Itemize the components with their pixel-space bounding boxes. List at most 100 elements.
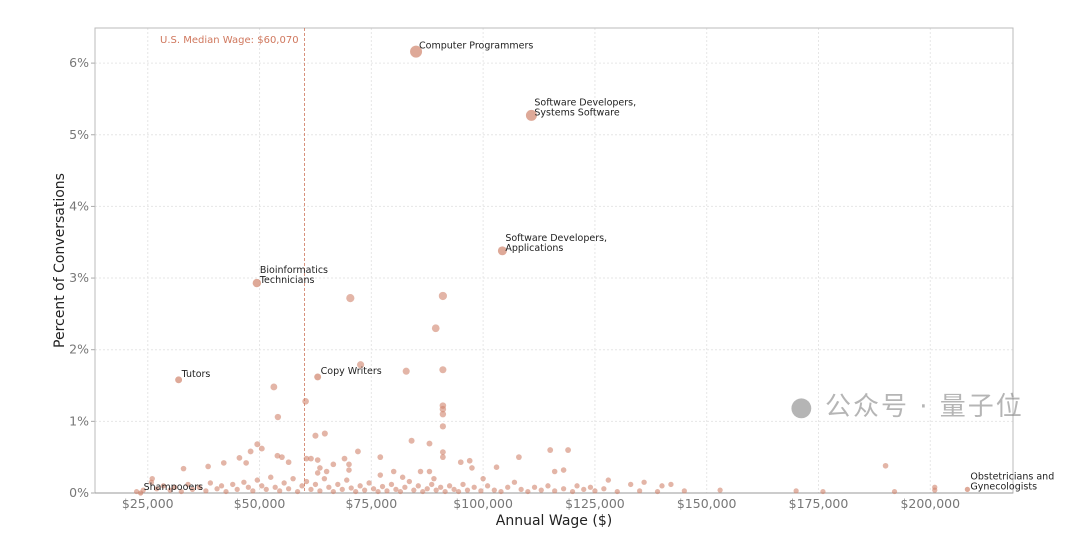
- data-point: [574, 483, 580, 489]
- data-point: [439, 405, 447, 413]
- data-point: [637, 488, 643, 494]
- data-point: [717, 487, 723, 493]
- data-point: [366, 480, 372, 486]
- data-point: [415, 483, 421, 489]
- data-point: [491, 487, 497, 493]
- data-point: [439, 449, 446, 456]
- watermark: ● 公众号 · 量子位: [790, 392, 1024, 422]
- data-point: [341, 455, 348, 462]
- data-point: [891, 488, 898, 495]
- data-point: [321, 430, 328, 437]
- data-point: [457, 459, 464, 466]
- x-tick-label: $50,000: [234, 496, 286, 511]
- data-point: [154, 486, 160, 492]
- data-point: [431, 324, 440, 333]
- x-axis-title: Annual Wage ($): [496, 513, 612, 529]
- data-point: [399, 474, 406, 480]
- data-point: [402, 484, 408, 490]
- y-tick-label: 0%: [69, 485, 89, 500]
- data-point: [402, 367, 410, 375]
- data-point: [420, 488, 426, 495]
- labeled-data-point: [525, 109, 537, 121]
- data-point: [793, 488, 799, 494]
- data-point: [314, 457, 321, 463]
- labeled-data-point: [964, 486, 971, 493]
- data-point: [439, 410, 447, 418]
- data-point: [377, 472, 384, 478]
- labeled-data-point: [314, 373, 322, 381]
- data-point: [160, 483, 167, 489]
- data-point: [323, 468, 330, 475]
- point-label: Computer Programmers: [419, 41, 533, 52]
- data-point: [259, 483, 265, 489]
- data-point: [411, 487, 417, 493]
- data-point: [552, 488, 558, 494]
- data-point: [518, 486, 524, 493]
- data-point: [348, 485, 354, 491]
- data-point: [478, 488, 484, 494]
- median-wage-label: U.S. Median Wage: $60,070: [160, 35, 299, 46]
- point-label: Technicians: [259, 275, 315, 286]
- data-point: [254, 477, 261, 483]
- x-tick-label: $175,000: [789, 496, 849, 511]
- point-label: Software Developers,: [534, 97, 636, 108]
- data-point: [538, 487, 544, 493]
- data-point: [379, 483, 386, 490]
- point-label: Obstetricians and: [970, 471, 1054, 482]
- data-point: [424, 486, 430, 492]
- data-point: [426, 440, 433, 447]
- labeled-data-point: [175, 376, 183, 384]
- data-point: [384, 488, 390, 494]
- data-point: [471, 484, 477, 490]
- data-point: [344, 477, 350, 483]
- data-point: [820, 488, 826, 495]
- data-point: [285, 459, 292, 466]
- data-point: [390, 468, 397, 475]
- data-point: [178, 488, 184, 495]
- y-tick-label: 2%: [69, 342, 89, 357]
- data-point: [357, 361, 365, 369]
- data-point: [569, 488, 576, 495]
- data-point: [601, 486, 607, 492]
- data-point: [314, 470, 321, 476]
- point-label: Tutors: [181, 369, 211, 380]
- data-point: [241, 479, 247, 485]
- data-point: [464, 487, 471, 493]
- data-point: [547, 447, 554, 453]
- data-point: [442, 488, 448, 495]
- data-point: [455, 488, 462, 495]
- data-point: [932, 487, 938, 493]
- data-point: [279, 454, 285, 461]
- data-point: [326, 484, 332, 490]
- data-point: [218, 483, 225, 489]
- data-point: [247, 448, 254, 455]
- data-point: [560, 467, 567, 473]
- data-point: [220, 460, 227, 466]
- data-point: [438, 291, 447, 301]
- data-point: [330, 461, 337, 468]
- data-point: [317, 488, 323, 494]
- data-point: [339, 486, 345, 493]
- data-point: [321, 475, 328, 482]
- data-point: [245, 484, 252, 490]
- watermark-text: 公众号 · 量子位: [824, 392, 1024, 422]
- data-point: [560, 486, 567, 492]
- data-point: [614, 488, 620, 495]
- data-point: [207, 480, 214, 486]
- data-point: [659, 483, 665, 489]
- data-point: [565, 447, 572, 453]
- data-point: [426, 468, 433, 475]
- data-point: [133, 488, 140, 495]
- data-point: [236, 455, 243, 461]
- data-point: [290, 475, 296, 482]
- labeled-data-point: [138, 490, 144, 496]
- y-tick-label: 5%: [69, 127, 89, 142]
- data-point: [628, 481, 634, 488]
- data-point: [171, 484, 178, 490]
- data-point: [406, 478, 413, 485]
- data-point: [312, 432, 319, 439]
- x-tick-label: $100,000: [453, 496, 513, 511]
- data-point: [312, 481, 319, 488]
- data-point: [397, 488, 404, 495]
